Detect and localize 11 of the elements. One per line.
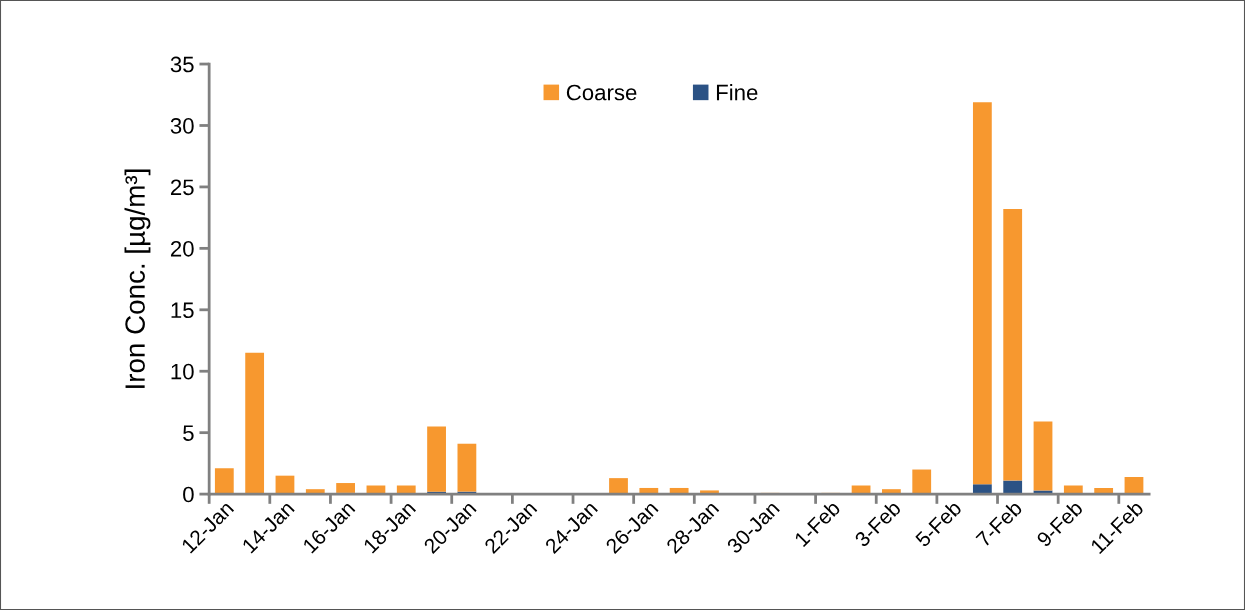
y-tick-label: 35: [170, 56, 194, 73]
y-tick-label: 15: [171, 302, 194, 319]
y-axis-title: Iron Conc. [µg/m³]: [124, 169, 151, 388]
y-tick-label: 25: [170, 179, 194, 196]
legend-label: Coarse: [566, 84, 637, 101]
y-tick-label: 20: [170, 240, 194, 257]
y-tick-label: 0: [183, 486, 194, 503]
legend-label: Fine: [716, 84, 758, 101]
y-tick-label: 5: [183, 425, 194, 441]
y-tick-label: 30: [170, 118, 194, 134]
y-tick-label: 10: [171, 363, 194, 380]
